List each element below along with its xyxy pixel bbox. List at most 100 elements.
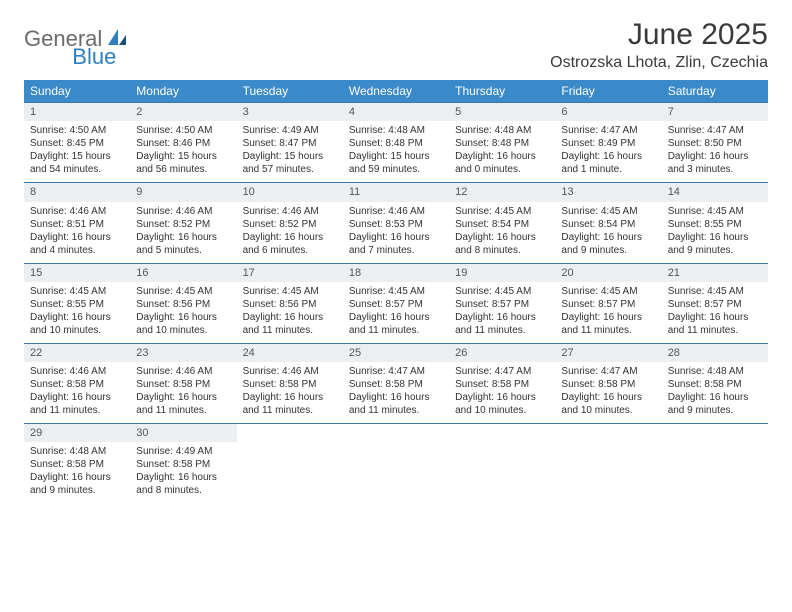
day-number: 24 [237,344,343,362]
sunset-text: Sunset: 8:53 PM [349,218,443,231]
sunset-text: Sunset: 8:58 PM [561,378,655,391]
sunset-text: Sunset: 8:58 PM [455,378,549,391]
sunset-text: Sunset: 8:55 PM [30,298,124,311]
logo: General Blue [24,26,174,52]
calendar-day-cell [662,424,768,504]
sunrise-text: Sunrise: 4:45 AM [668,205,762,218]
sunrise-text: Sunrise: 4:45 AM [455,285,549,298]
sunset-text: Sunset: 8:52 PM [136,218,230,231]
sunset-text: Sunset: 8:56 PM [136,298,230,311]
daylight-text: Daylight: 16 hours and 3 minutes. [668,150,762,176]
daylight-text: Daylight: 16 hours and 11 minutes. [136,391,230,417]
weekday-friday: Friday [555,80,661,103]
calendar-day-cell [555,424,661,504]
daylight-text: Daylight: 16 hours and 11 minutes. [349,391,443,417]
daylight-text: Daylight: 16 hours and 5 minutes. [136,231,230,257]
weekday-header-row: Sunday Monday Tuesday Wednesday Thursday… [24,80,768,103]
location-text: Ostrozska Lhota, Zlin, Czechia [550,54,768,72]
sunrise-text: Sunrise: 4:45 AM [668,285,762,298]
daylight-text: Daylight: 16 hours and 11 minutes. [349,311,443,337]
sunset-text: Sunset: 8:58 PM [136,378,230,391]
weekday-wednesday: Wednesday [343,80,449,103]
day-number: 30 [130,424,236,442]
sunset-text: Sunset: 8:55 PM [668,218,762,231]
calendar-day-cell [449,424,555,504]
calendar-day-cell: 23Sunrise: 4:46 AMSunset: 8:58 PMDayligh… [130,343,236,423]
daylight-text: Daylight: 16 hours and 10 minutes. [455,391,549,417]
day-number: 13 [555,183,661,201]
calendar-day-cell: 3Sunrise: 4:49 AMSunset: 8:47 PMDaylight… [237,103,343,183]
daylight-text: Daylight: 16 hours and 11 minutes. [455,311,549,337]
daylight-text: Daylight: 16 hours and 7 minutes. [349,231,443,257]
sunrise-text: Sunrise: 4:45 AM [561,205,655,218]
calendar-day-cell: 19Sunrise: 4:45 AMSunset: 8:57 PMDayligh… [449,263,555,343]
day-number: 18 [343,264,449,282]
sunrise-text: Sunrise: 4:47 AM [668,124,762,137]
daylight-text: Daylight: 15 hours and 56 minutes. [136,150,230,176]
header: General Blue June 2025 Ostrozska Lhota, … [24,18,768,72]
calendar-table: Sunday Monday Tuesday Wednesday Thursday… [24,80,768,503]
day-number: 6 [555,103,661,121]
sunrise-text: Sunrise: 4:47 AM [349,365,443,378]
daylight-text: Daylight: 16 hours and 10 minutes. [30,311,124,337]
daylight-text: Daylight: 15 hours and 59 minutes. [349,150,443,176]
sunrise-text: Sunrise: 4:45 AM [561,285,655,298]
day-detail: Sunrise: 4:46 AMSunset: 8:58 PMDaylight:… [130,362,236,423]
day-detail: Sunrise: 4:45 AMSunset: 8:55 PMDaylight:… [662,202,768,263]
day-detail: Sunrise: 4:47 AMSunset: 8:50 PMDaylight:… [662,121,768,182]
day-detail: Sunrise: 4:45 AMSunset: 8:54 PMDaylight:… [555,202,661,263]
sunset-text: Sunset: 8:58 PM [30,458,124,471]
day-detail: Sunrise: 4:48 AMSunset: 8:58 PMDaylight:… [24,442,130,503]
month-title: June 2025 [550,18,768,52]
day-number: 11 [343,183,449,201]
day-detail: Sunrise: 4:45 AMSunset: 8:57 PMDaylight:… [555,282,661,343]
day-detail: Sunrise: 4:45 AMSunset: 8:57 PMDaylight:… [662,282,768,343]
day-detail: Sunrise: 4:45 AMSunset: 8:56 PMDaylight:… [130,282,236,343]
daylight-text: Daylight: 16 hours and 8 minutes. [136,471,230,497]
calendar-day-cell: 8Sunrise: 4:46 AMSunset: 8:51 PMDaylight… [24,183,130,263]
sunrise-text: Sunrise: 4:46 AM [30,365,124,378]
weekday-monday: Monday [130,80,236,103]
calendar-day-cell: 5Sunrise: 4:48 AMSunset: 8:48 PMDaylight… [449,103,555,183]
sunrise-text: Sunrise: 4:46 AM [243,205,337,218]
calendar-day-cell: 11Sunrise: 4:46 AMSunset: 8:53 PMDayligh… [343,183,449,263]
calendar-day-cell: 9Sunrise: 4:46 AMSunset: 8:52 PMDaylight… [130,183,236,263]
sunset-text: Sunset: 8:54 PM [455,218,549,231]
day-detail: Sunrise: 4:47 AMSunset: 8:58 PMDaylight:… [555,362,661,423]
weekday-thursday: Thursday [449,80,555,103]
day-number: 16 [130,264,236,282]
title-block: June 2025 Ostrozska Lhota, Zlin, Czechia [550,18,768,72]
sunset-text: Sunset: 8:48 PM [455,137,549,150]
day-number: 2 [130,103,236,121]
calendar-day-cell [237,424,343,504]
day-number: 4 [343,103,449,121]
day-number: 19 [449,264,555,282]
sunset-text: Sunset: 8:58 PM [136,458,230,471]
day-detail: Sunrise: 4:50 AMSunset: 8:45 PMDaylight:… [24,121,130,182]
calendar-day-cell: 15Sunrise: 4:45 AMSunset: 8:55 PMDayligh… [24,263,130,343]
weekday-saturday: Saturday [662,80,768,103]
daylight-text: Daylight: 16 hours and 4 minutes. [30,231,124,257]
calendar-day-cell: 14Sunrise: 4:45 AMSunset: 8:55 PMDayligh… [662,183,768,263]
sunrise-text: Sunrise: 4:50 AM [136,124,230,137]
weekday-tuesday: Tuesday [237,80,343,103]
calendar-day-cell: 29Sunrise: 4:48 AMSunset: 8:58 PMDayligh… [24,424,130,504]
calendar-day-cell: 1Sunrise: 4:50 AMSunset: 8:45 PMDaylight… [24,103,130,183]
day-number: 28 [662,344,768,362]
daylight-text: Daylight: 16 hours and 8 minutes. [455,231,549,257]
sunset-text: Sunset: 8:58 PM [30,378,124,391]
day-detail: Sunrise: 4:48 AMSunset: 8:48 PMDaylight:… [343,121,449,182]
calendar-week-row: 22Sunrise: 4:46 AMSunset: 8:58 PMDayligh… [24,343,768,423]
calendar-day-cell: 22Sunrise: 4:46 AMSunset: 8:58 PMDayligh… [24,343,130,423]
daylight-text: Daylight: 16 hours and 10 minutes. [136,311,230,337]
sunrise-text: Sunrise: 4:45 AM [30,285,124,298]
daylight-text: Daylight: 16 hours and 9 minutes. [668,231,762,257]
sunrise-text: Sunrise: 4:49 AM [136,445,230,458]
day-detail: Sunrise: 4:47 AMSunset: 8:58 PMDaylight:… [449,362,555,423]
calendar-week-row: 15Sunrise: 4:45 AMSunset: 8:55 PMDayligh… [24,263,768,343]
calendar-day-cell: 28Sunrise: 4:48 AMSunset: 8:58 PMDayligh… [662,343,768,423]
day-number: 9 [130,183,236,201]
daylight-text: Daylight: 16 hours and 11 minutes. [30,391,124,417]
sunrise-text: Sunrise: 4:48 AM [349,124,443,137]
sunrise-text: Sunrise: 4:45 AM [136,285,230,298]
